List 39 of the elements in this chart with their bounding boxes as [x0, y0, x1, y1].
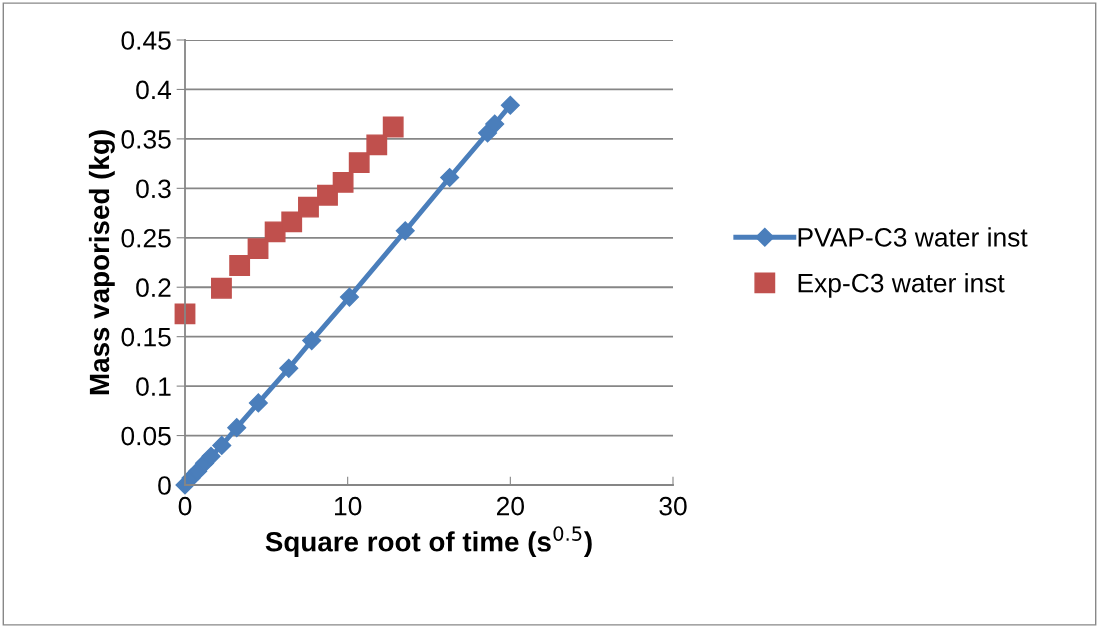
y-tick-label: 0.2: [136, 278, 171, 298]
point: [279, 358, 299, 378]
y-tick-label: 0.05: [121, 426, 171, 446]
y-axis-title: Mass vaporised (kg): [88, 130, 115, 395]
y-tick-label: 0.1: [136, 377, 171, 396]
point: [440, 167, 460, 187]
point: [348, 152, 370, 174]
point: [485, 114, 505, 134]
point: [281, 211, 303, 233]
point: [229, 255, 251, 276]
y-tick-label: 0.3: [136, 179, 171, 199]
point: [366, 134, 388, 156]
y-tick-label: 0.25: [121, 228, 171, 248]
point: [382, 116, 404, 138]
point: [332, 171, 354, 193]
point: [395, 221, 415, 241]
y-tick-label: 0.4: [136, 80, 172, 100]
point: [298, 196, 319, 218]
y-tick-label: 0.45: [121, 31, 171, 50]
point: [211, 277, 232, 299]
x-tick-label: 20: [496, 496, 524, 516]
y-tick-label: 0.15: [121, 327, 171, 347]
y-tick-label: 0.35: [121, 130, 171, 149]
legend-label: Exp-C3 water inst: [798, 273, 1005, 298]
point: [212, 435, 232, 455]
point: [302, 331, 322, 351]
x-tick-label: 10: [335, 496, 362, 516]
point: [227, 418, 247, 438]
x-tick-label: 0: [178, 496, 192, 516]
y-tick-label: 0: [158, 476, 171, 495]
x-tick-label: 30: [659, 496, 687, 516]
point: [248, 393, 268, 413]
point: [247, 238, 269, 260]
point: [500, 95, 520, 115]
point: [201, 446, 221, 466]
x-axis-title: Square root of time (s$^{0.5}$): [265, 526, 592, 558]
point: [317, 184, 338, 206]
point: [339, 287, 359, 307]
legend-label: PVAP-C3 water inst: [798, 227, 1028, 247]
